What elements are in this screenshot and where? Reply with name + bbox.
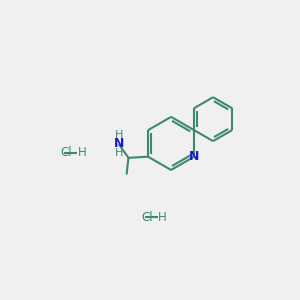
Text: H: H bbox=[115, 130, 123, 140]
Text: Cl: Cl bbox=[141, 211, 153, 224]
Text: H: H bbox=[158, 211, 167, 224]
Text: H: H bbox=[77, 146, 86, 159]
Text: Cl: Cl bbox=[60, 146, 72, 159]
Text: H: H bbox=[115, 148, 123, 158]
Text: N: N bbox=[113, 137, 124, 151]
Text: N: N bbox=[189, 150, 199, 163]
